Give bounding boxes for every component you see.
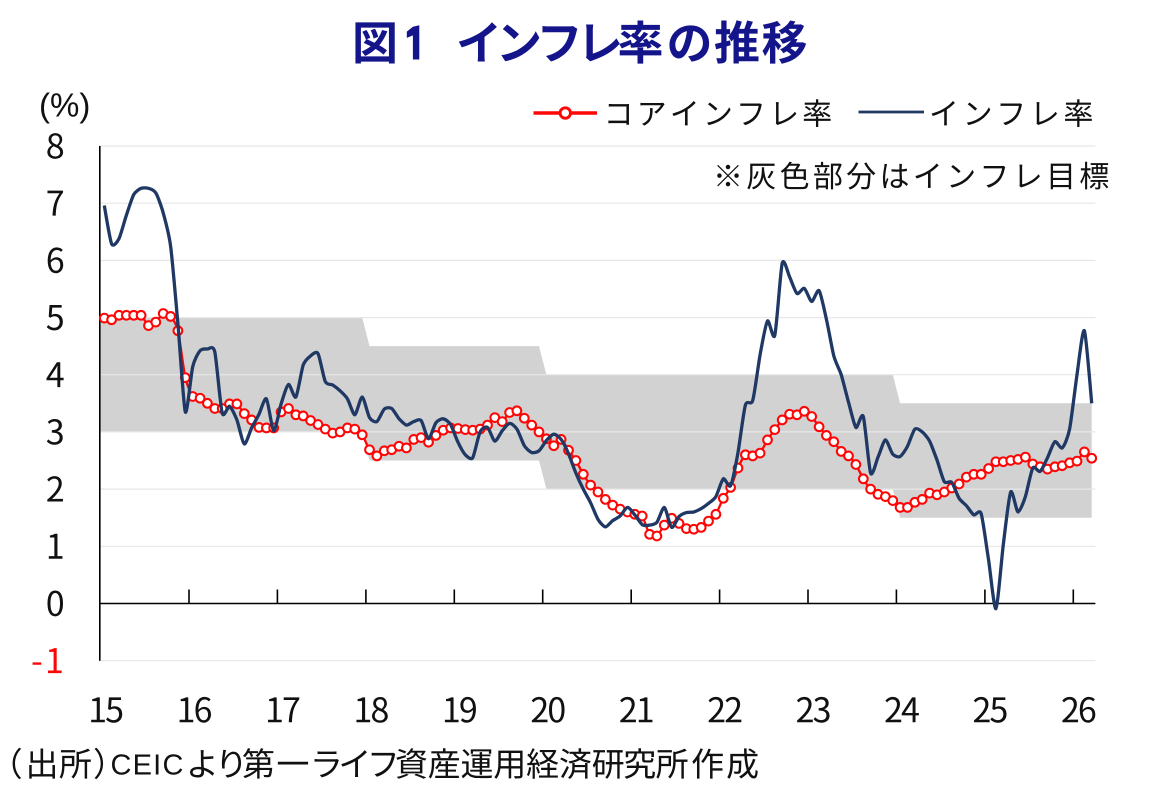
svg-text:CEIC: CEIC (111, 750, 185, 782)
svg-text:(%): (%) (39, 87, 90, 124)
